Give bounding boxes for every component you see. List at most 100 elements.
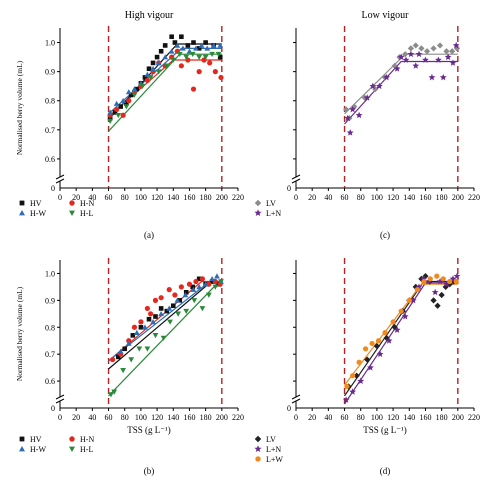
data-point [120,97,126,104]
y-tick-label: 0.6 [45,155,55,164]
data-point [191,40,196,45]
x-tick-label: 120 [151,193,163,202]
x-tick-label: 140 [167,413,179,422]
y-axis-title: Normalised berry volume (mL) [15,286,24,381]
data-point [383,73,391,81]
data-point [172,292,178,298]
data-point [118,104,123,109]
x-tick-label: 160 [183,193,195,202]
data-point [193,45,199,51]
data-point [343,106,350,113]
data-point [131,86,138,92]
x-tick-label: 200 [216,193,228,202]
data-point [363,94,371,101]
data-point [196,54,203,60]
data-point [174,297,181,303]
y-tick-label: 0.8 [45,323,55,332]
legend-label: H-W [30,209,46,218]
data-point [349,105,357,113]
data-point [169,34,174,40]
data-point [375,338,382,344]
chart-panel: High vigour 0 20 40 60 80 100 120 140 160 180 200 22… [15,10,244,240]
data-point [402,56,410,63]
data-point [144,346,151,352]
x-tick-label: 20 [308,413,316,422]
legend-label: L+N [266,445,281,454]
data-point [390,319,396,325]
data-point [191,298,198,304]
data-point [198,42,205,48]
panel-label: (c) [380,230,390,240]
data-point [412,42,419,49]
data-point [176,51,183,58]
data-point [152,333,159,339]
y-tick-label: 0.9 [45,296,55,305]
x-tick-label: 120 [387,193,399,202]
data-point [409,296,417,304]
fit-line [344,282,458,405]
data-point [114,106,120,113]
data-point [373,343,381,350]
x-tick-label: 180 [436,193,448,202]
data-point [449,48,456,55]
data-point [174,42,181,48]
data-point [107,115,113,121]
data-point [364,356,371,363]
data-point [138,324,144,330]
data-point [125,89,132,95]
data-point [401,312,409,320]
data-point [177,298,183,303]
data-point [202,54,209,60]
data-point [440,276,446,282]
data-point [207,60,213,66]
x-tick-label: 40 [88,193,96,202]
x-tick-label: 140 [167,193,179,202]
data-point [199,306,206,312]
data-point [369,340,375,347]
data-point [362,346,369,352]
data-point [212,69,218,75]
data-point [453,278,459,285]
data-point [439,73,447,81]
data-point [190,284,195,290]
data-point [422,56,429,63]
data-point [196,46,202,51]
data-point [123,104,130,110]
data-point [438,291,445,299]
fit-line [108,59,222,118]
data-point [196,69,202,75]
x-tick-label: 0 [58,413,62,422]
x-tick-label: 60 [341,193,349,202]
x-tick-label: 140 [403,413,415,422]
data-point [131,92,138,98]
x-tick-label: 100 [371,193,383,202]
data-point [158,306,164,311]
data-point [190,286,197,292]
data-point [218,279,224,285]
x-tick-label: 100 [135,413,147,422]
data-point [402,51,409,58]
legend-marker [254,209,262,217]
y-tick-label: 1.0 [45,269,55,278]
legend-marker [69,436,75,442]
data-point [139,83,146,90]
panel-title: Low vigour [362,10,410,21]
x-tick-label: 180 [436,413,448,422]
axis-break-mark [55,394,65,400]
data-point [152,297,159,303]
data-point [447,278,453,285]
data-point [406,297,412,303]
data-point [108,392,114,398]
data-point [436,42,444,49]
panel-label: (a) [144,230,154,240]
data-point [196,276,202,282]
data-point [443,48,450,55]
data-point [215,51,222,58]
data-point [418,45,425,52]
x-tick-label: 180 [200,193,212,202]
x-tick-label: 60 [105,193,113,202]
data-point [372,85,379,93]
data-point [196,284,203,290]
legend-marker [19,446,25,452]
data-point [385,337,393,344]
